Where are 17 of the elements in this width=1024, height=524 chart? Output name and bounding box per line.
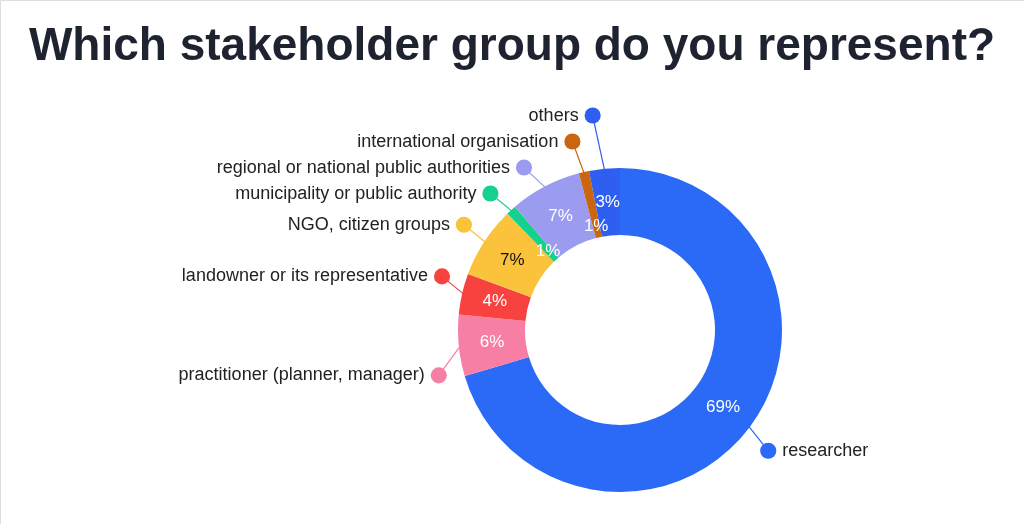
data-label: 3%	[595, 192, 620, 212]
data-label: 6%	[479, 332, 505, 352]
legend-label: municipality or public authority	[235, 182, 477, 203]
data-label: 1%	[583, 215, 609, 235]
data-label: 7%	[500, 249, 525, 269]
data-label: 4%	[482, 291, 508, 311]
legend-label: landowner or its representative	[181, 265, 429, 286]
legend-label: others	[528, 104, 579, 125]
data-label: 69%	[705, 396, 740, 416]
legend-label: international organisation	[357, 130, 559, 151]
legend-label: practitioner (planner, manager)	[178, 364, 425, 385]
data-label: 7%	[548, 206, 573, 226]
slice-label: researcher	[782, 439, 869, 460]
data-label: 1%	[535, 240, 561, 260]
legend-label: NGO, citizen groups	[287, 213, 450, 234]
chart-title: Which stakeholder group do you represent?	[28, 18, 996, 70]
legend-label: regional or national public authorities	[216, 156, 510, 177]
